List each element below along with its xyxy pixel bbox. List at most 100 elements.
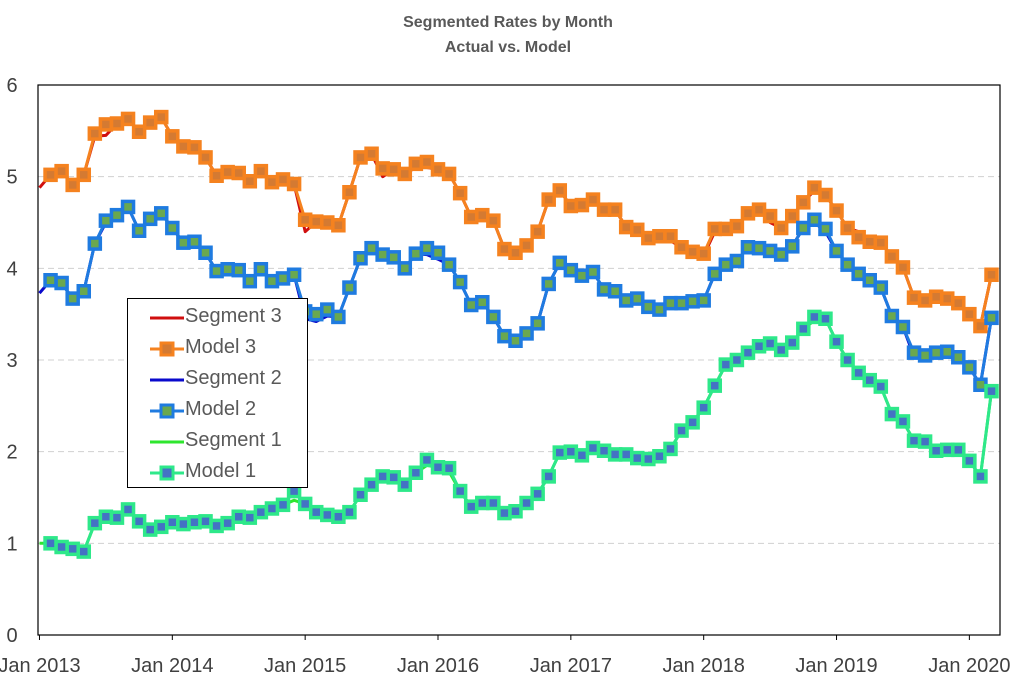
data-point-model-3	[829, 203, 844, 218]
data-point-model-1	[674, 423, 689, 438]
y-tick-label: 3	[6, 350, 17, 372]
data-point-model-1	[275, 497, 291, 513]
data-point-model-2	[862, 273, 877, 288]
legend-item-model-3: Model 3	[128, 334, 307, 364]
chart-title: Segmented Rates by Month	[403, 14, 613, 31]
data-point-model-3	[729, 218, 745, 234]
data-point-model-2	[607, 284, 623, 299]
data-point-model-2	[253, 262, 269, 277]
data-point-model-2	[397, 261, 413, 276]
x-tick-label: Jan 2016	[397, 655, 479, 677]
data-point-model-1	[873, 379, 889, 394]
data-point-model-1	[895, 414, 911, 429]
legend-item-model-1: Model 1	[128, 458, 307, 488]
data-point-model-2	[829, 243, 844, 259]
data-point-model-3	[87, 126, 103, 141]
data-point-model-1	[707, 378, 723, 393]
data-point-model-2	[109, 207, 125, 223]
data-point-model-2	[65, 291, 80, 306]
legend-label: Model 2	[185, 398, 257, 420]
legend-item-segment-2: Segment 2	[128, 365, 307, 395]
data-point-model-3	[364, 146, 379, 161]
data-point-model-1	[342, 504, 357, 520]
data-point-model-2	[508, 333, 523, 348]
data-point-model-2	[452, 274, 468, 290]
data-point-model-2	[530, 316, 545, 331]
data-point-model-2	[796, 220, 811, 236]
data-point-model-1	[696, 400, 711, 415]
data-point-model-2	[951, 350, 966, 365]
data-point-model-3	[397, 166, 413, 182]
data-point-model-3	[973, 318, 988, 334]
legend-label: Segment 1	[185, 429, 282, 451]
data-point-model-2	[87, 236, 103, 251]
data-point-model-3	[773, 220, 789, 236]
data-point-model-2	[895, 319, 911, 335]
data-point-model-1	[441, 460, 457, 476]
data-point-model-2	[696, 293, 711, 308]
data-point-model-3	[552, 183, 568, 198]
data-point-model-2	[353, 251, 368, 266]
series-model-3	[43, 109, 999, 334]
data-point-model-1	[984, 383, 999, 399]
data-point-model-1	[851, 365, 866, 381]
data-point-model-1	[840, 352, 855, 368]
y-tick-label: 1	[6, 533, 17, 555]
data-point-model-2	[320, 302, 335, 317]
data-point-model-2	[198, 245, 213, 260]
data-point-model-2	[242, 273, 258, 289]
x-tick-label: Jan 2018	[663, 655, 745, 677]
data-point-model-1	[574, 448, 590, 463]
data-point-model-1	[353, 487, 368, 502]
data-point-model-3	[165, 129, 180, 144]
y-tick-label: 4	[6, 258, 17, 280]
data-point-model-2	[840, 257, 855, 272]
data-point-model-2	[187, 234, 202, 249]
data-point-model-2	[585, 264, 601, 280]
legend-marker-icon	[150, 403, 184, 419]
data-point-model-1	[773, 342, 789, 358]
y-tick-label: 6	[6, 75, 17, 97]
data-point-model-1	[652, 449, 667, 464]
data-point-model-3	[486, 213, 501, 228]
data-point-model-1	[685, 415, 700, 430]
x-tick-label: Jan 2020	[928, 655, 1010, 677]
legend: Segment 3 Model 3 Segment 2 Model 2 Segm…	[127, 298, 308, 488]
data-point-model-2	[342, 280, 357, 295]
data-point-model-1	[364, 477, 379, 492]
y-tick-label: 0	[6, 625, 17, 647]
data-point-model-2	[884, 308, 900, 324]
data-point-model-1	[109, 510, 125, 525]
data-point-model-1	[818, 311, 833, 326]
data-point-model-2	[962, 360, 977, 375]
legend-marker-icon	[150, 465, 184, 481]
data-point-model-3	[242, 174, 258, 189]
data-point-model-3	[253, 163, 269, 179]
data-point-model-3	[796, 195, 811, 210]
data-point-model-3	[187, 140, 202, 155]
data-point-model-2	[729, 253, 745, 269]
data-point-model-1	[829, 334, 844, 349]
data-point-model-3	[541, 192, 556, 207]
data-point-model-2	[386, 250, 401, 265]
data-point-model-1	[408, 465, 424, 480]
data-point-model-3	[807, 180, 822, 195]
data-point-model-2	[984, 310, 999, 326]
data-point-model-2	[773, 247, 789, 262]
data-point-model-2	[541, 276, 556, 292]
data-point-model-1	[120, 502, 136, 517]
data-point-model-3	[873, 235, 889, 250]
data-point-model-2	[331, 309, 346, 325]
data-point-model-1	[386, 470, 401, 485]
data-point-model-3	[131, 124, 147, 139]
data-point-model-2	[475, 295, 490, 310]
legend-label: Segment 2	[185, 367, 282, 389]
series-model-1	[43, 309, 999, 559]
data-point-model-2	[231, 262, 246, 278]
legend-label: Model 1	[185, 460, 257, 482]
data-point-model-2	[818, 221, 833, 237]
data-point-model-1	[519, 495, 534, 511]
data-point-model-1	[951, 442, 966, 458]
data-point-model-2	[430, 245, 446, 260]
data-point-model-1	[297, 496, 313, 512]
